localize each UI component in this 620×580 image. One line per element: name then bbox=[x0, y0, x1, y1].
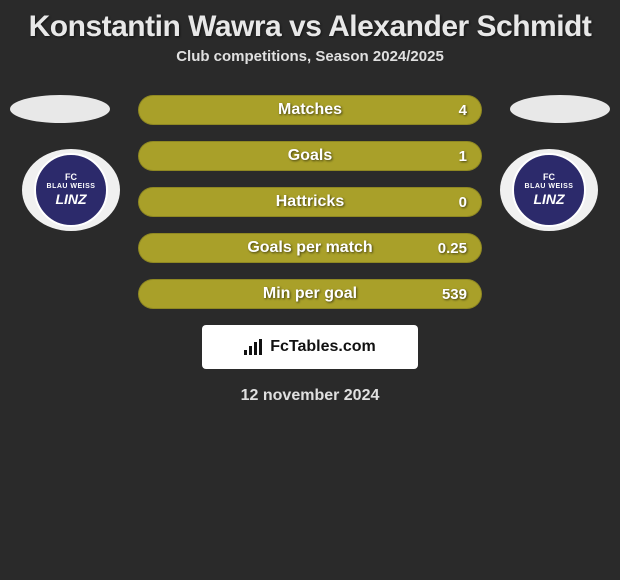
page-title: Konstantin Wawra vs Alexander Schmidt bbox=[0, 0, 620, 48]
badge-fc-left: FC bbox=[65, 173, 77, 183]
comparison-card: Konstantin Wawra vs Alexander Schmidt Cl… bbox=[0, 0, 620, 405]
badge-outer-right: FC BLAU WEISS LINZ bbox=[500, 149, 598, 231]
badge-inner-left: FC BLAU WEISS LINZ bbox=[34, 153, 108, 227]
stat-value: 1 bbox=[459, 148, 467, 165]
badge-linz-right: LINZ bbox=[533, 192, 564, 207]
stat-row-hattricks: Hattricks 0 bbox=[138, 187, 482, 217]
stat-row-matches: Matches 4 bbox=[138, 95, 482, 125]
stat-label: Goals bbox=[288, 147, 332, 165]
stat-value: 4 bbox=[459, 102, 467, 119]
brand-badge[interactable]: FcTables.com bbox=[202, 325, 418, 369]
player-avatar-left bbox=[10, 95, 110, 123]
player-avatar-right bbox=[510, 95, 610, 123]
stat-value: 0.25 bbox=[438, 240, 467, 257]
stat-label: Matches bbox=[278, 101, 342, 119]
brand-text: FcTables.com bbox=[270, 338, 376, 356]
club-badge-left: FC BLAU WEISS LINZ bbox=[22, 149, 120, 231]
badge-outer-left: FC BLAU WEISS LINZ bbox=[22, 149, 120, 231]
stat-label: Min per goal bbox=[263, 285, 357, 303]
snapshot-date: 12 november 2024 bbox=[0, 387, 620, 405]
chart-bars-icon bbox=[244, 339, 264, 355]
stat-row-goals: Goals 1 bbox=[138, 141, 482, 171]
badge-linz-left: LINZ bbox=[55, 192, 86, 207]
badge-inner-right: FC BLAU WEISS LINZ bbox=[512, 153, 586, 227]
badge-fc-right: FC bbox=[543, 173, 555, 183]
stat-label: Goals per match bbox=[247, 239, 372, 257]
stat-row-goals-per-match: Goals per match 0.25 bbox=[138, 233, 482, 263]
stats-list: Matches 4 Goals 1 Hattricks 0 Goals per … bbox=[138, 95, 482, 309]
stat-value: 0 bbox=[459, 194, 467, 211]
club-badge-right: FC BLAU WEISS LINZ bbox=[500, 149, 598, 231]
stat-row-min-per-goal: Min per goal 539 bbox=[138, 279, 482, 309]
subtitle: Club competitions, Season 2024/2025 bbox=[0, 48, 620, 95]
stat-value: 539 bbox=[442, 286, 467, 303]
badge-blau-left: BLAU WEISS bbox=[47, 183, 96, 191]
badge-blau-right: BLAU WEISS bbox=[525, 183, 574, 191]
content-area: FC BLAU WEISS LINZ FC BLAU WEISS LINZ Ma… bbox=[0, 95, 620, 405]
stat-label: Hattricks bbox=[276, 193, 344, 211]
